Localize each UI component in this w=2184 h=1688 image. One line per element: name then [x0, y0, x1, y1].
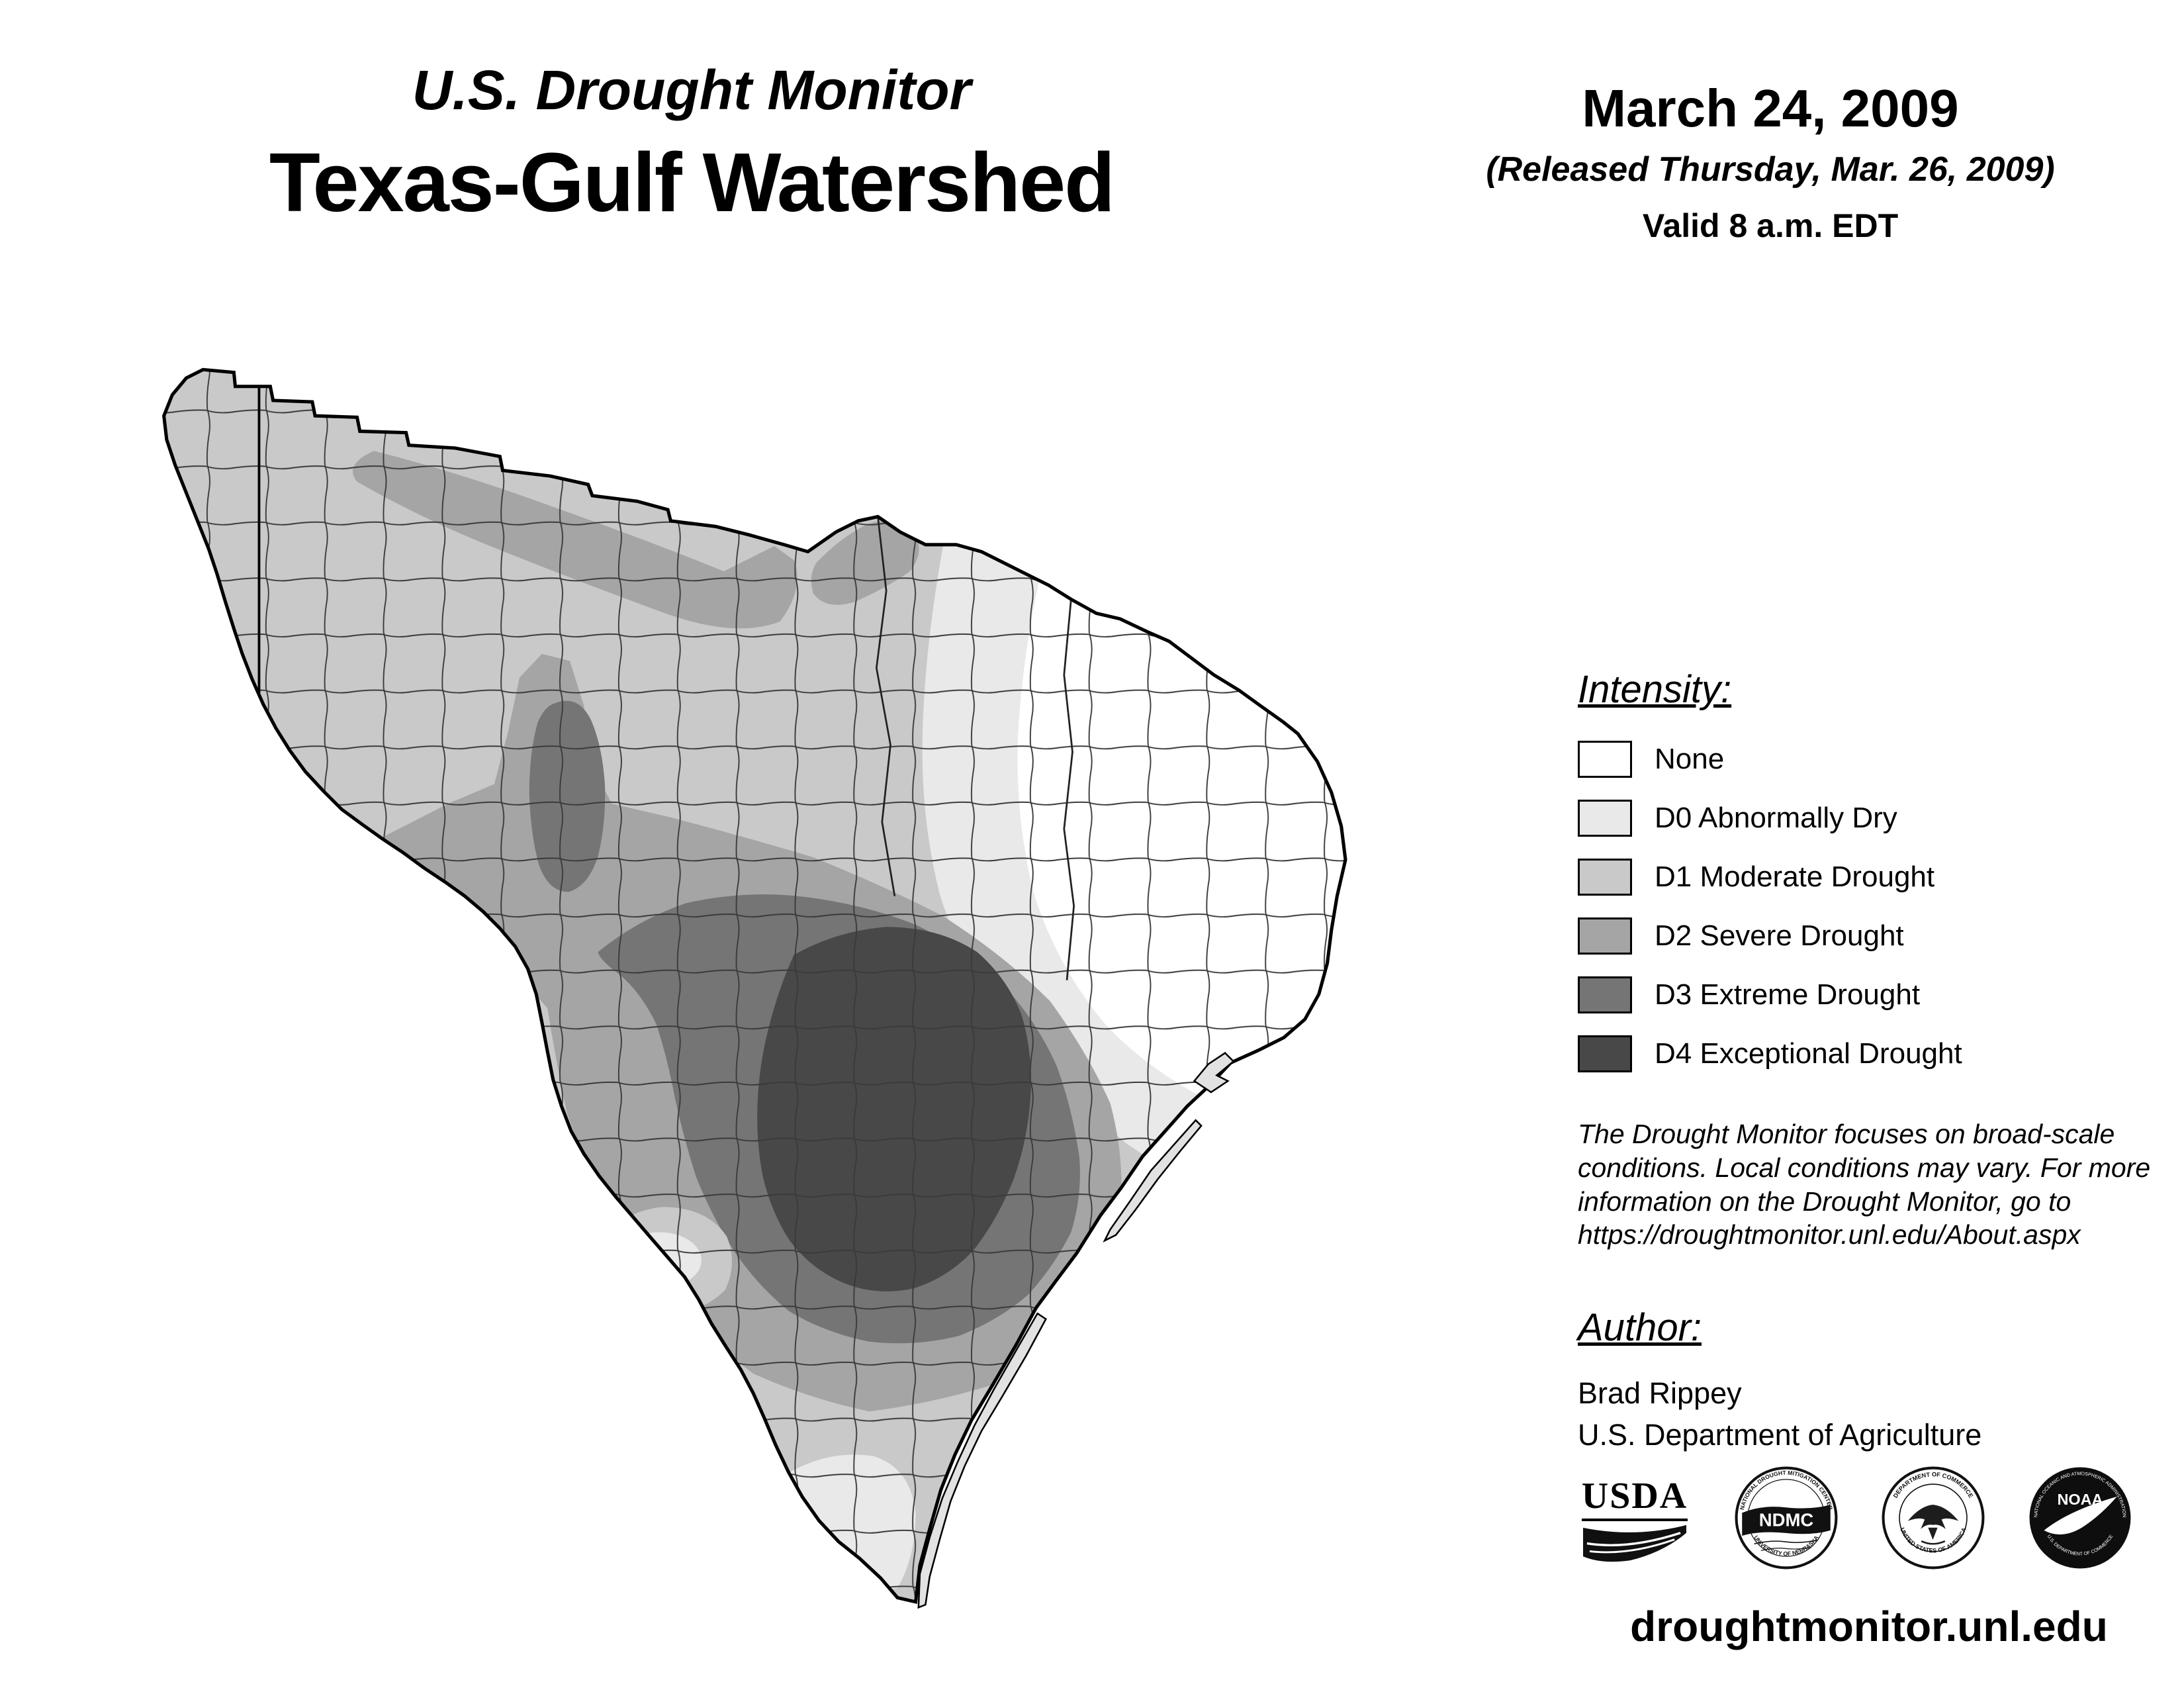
- program-title: U.S. Drought Monitor: [412, 59, 972, 121]
- legend-item-d1: D1 Moderate Drought: [1578, 859, 1962, 896]
- region-title: Texas-Gulf Watershed: [269, 136, 1115, 229]
- legend-item-d0: D0 Abnormally Dry: [1578, 800, 1962, 837]
- usda-logo: USDA: [1578, 1466, 1692, 1575]
- ndmc-wordmark: NDMC: [1759, 1510, 1814, 1530]
- legend-label: D4 Exceptional Drought: [1655, 1037, 1962, 1070]
- legend-label: D1 Moderate Drought: [1655, 861, 1935, 893]
- site-url: droughtmonitor.unl.edu: [1630, 1603, 2108, 1650]
- noaa-logo: NATIONAL OCEANIC AND ATMOSPHERIC ADMINIS…: [2029, 1467, 2131, 1569]
- disclaimer-url: https://droughtmonitor.unl.edu/About.asp…: [1578, 1219, 2081, 1250]
- barrier-island: [917, 1312, 1047, 1609]
- author-org: U.S. Department of Agriculture: [1578, 1418, 1982, 1452]
- legend-item-none: None: [1578, 741, 1962, 778]
- disclaimer-line: The Drought Monitor focuses on broad-sca…: [1578, 1119, 2115, 1149]
- legend-label: D0 Abnormally Dry: [1655, 802, 1897, 834]
- valid-time: Valid 8 a.m. EDT: [1642, 207, 1899, 244]
- disclaimer-line: conditions. Local conditions may vary. F…: [1578, 1152, 2151, 1183]
- legend-swatch-d3: [1578, 976, 1632, 1013]
- legend-label: D3 Extreme Drought: [1655, 978, 1921, 1011]
- noaa-bird: [2044, 1496, 2117, 1535]
- watershed-map: [147, 353, 1379, 1627]
- basin-boundary-line: [875, 516, 896, 896]
- usda-wordmark: USDA: [1581, 1475, 1688, 1521]
- legend-title: Intensity:: [1578, 668, 1732, 711]
- disclaimer-line: information on the Drought Monitor, go t…: [1578, 1186, 2071, 1217]
- agency-logos: USDA NATIONAL DROUGHT MITIGATION CENTER …: [1578, 1466, 2132, 1575]
- map-date: March 24, 2009: [1582, 79, 1959, 138]
- commerce-logo: DEPARTMENT OF COMMERCE UNITED STATES OF …: [1882, 1466, 1985, 1570]
- author-name: Brad Rippey: [1578, 1376, 1742, 1410]
- basin-boundary-line: [1063, 599, 1075, 980]
- author-title: Author:: [1578, 1306, 1702, 1349]
- usda-swoosh: [1583, 1524, 1686, 1562]
- legend-item-d4: D4 Exceptional Drought: [1578, 1035, 1962, 1072]
- legend-swatch-d1: [1578, 859, 1632, 896]
- doc-eagle: [1907, 1505, 1959, 1545]
- drought-map-svg: [147, 353, 1379, 1609]
- galveston-bay-hook: [1193, 1052, 1235, 1094]
- legend-swatch-d0: [1578, 800, 1632, 837]
- legend-swatch-none: [1578, 741, 1632, 778]
- release-date: (Released Thursday, Mar. 26, 2009): [1486, 150, 2055, 189]
- county-grid: [163, 369, 1345, 1602]
- ndmc-logo: NATIONAL DROUGHT MITIGATION CENTER UNIVE…: [1735, 1466, 1838, 1570]
- legend-label: D2 Severe Drought: [1655, 919, 1904, 952]
- legend-swatch-d2: [1578, 917, 1632, 955]
- title-block: U.S. Drought Monitor Texas-Gulf Watershe…: [199, 58, 1185, 230]
- legend-item-d2: D2 Severe Drought: [1578, 917, 1962, 955]
- legend-label: None: [1655, 743, 1725, 775]
- intensity-legend: Intensity: None D0 Abnormally Dry D1 Mod…: [1578, 667, 1962, 1094]
- author-block: Author: Brad Rippey U.S. Department of A…: [1578, 1305, 1981, 1456]
- date-block: March 24, 2009 (Released Thursday, Mar. …: [1416, 78, 2124, 245]
- barrier-island: [1103, 1119, 1203, 1243]
- legend-swatch-d4: [1578, 1035, 1632, 1072]
- disclaimer: The Drought Monitor focuses on broad-sca…: [1578, 1117, 2184, 1252]
- legend-item-d3: D3 Extreme Drought: [1578, 976, 1962, 1013]
